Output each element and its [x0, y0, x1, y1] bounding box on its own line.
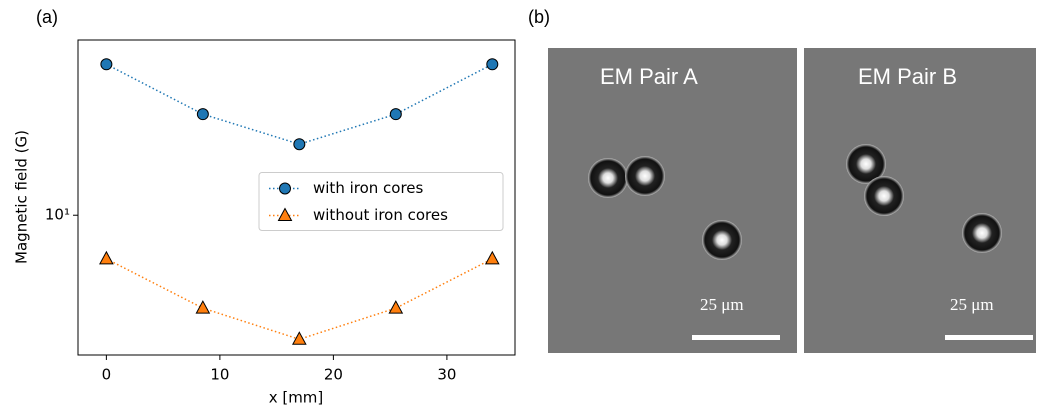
- x-tick-label: 0: [102, 366, 112, 384]
- marker: [486, 58, 499, 71]
- panel-label: (a): [36, 7, 58, 27]
- scale-bar: [692, 335, 780, 340]
- marker: [484, 250, 500, 265]
- image-title: EM Pair B: [858, 64, 957, 89]
- micrograph: EM Pair B 25 μm: [804, 48, 1036, 353]
- bead: [702, 220, 742, 260]
- x-tick-label: 20: [324, 366, 343, 384]
- image-background: [548, 48, 797, 353]
- marker: [291, 331, 307, 345]
- marker: [100, 58, 113, 71]
- marker: [279, 182, 291, 195]
- scale-label: 25 μm: [700, 295, 744, 314]
- image-title: EM Pair A: [600, 64, 698, 89]
- bead: [962, 213, 1002, 253]
- image-background: [804, 48, 1036, 353]
- marker: [389, 108, 402, 121]
- marker: [99, 250, 114, 265]
- plot-frame: [77, 39, 516, 356]
- bead: [625, 156, 665, 196]
- y-axis-label: Magnetic field (G): [13, 130, 31, 264]
- x-tick-label: 30: [437, 366, 456, 384]
- x-axis-label: x [mm]: [269, 389, 324, 407]
- series-line: [106, 258, 493, 341]
- marker: [388, 300, 404, 314]
- marker: [277, 207, 293, 221]
- micrograph: EM Pair A 25 μm: [548, 48, 797, 353]
- marker: [293, 138, 306, 151]
- legend-label: without iron cores: [313, 206, 448, 224]
- x-tick-label: 10: [210, 366, 229, 384]
- marker: [195, 300, 211, 314]
- marker: [196, 108, 209, 121]
- bead: [864, 176, 904, 216]
- series-line: [106, 63, 493, 145]
- scale-bar: [945, 335, 1033, 340]
- legend-label: with iron cores: [313, 179, 424, 197]
- legend-box: [258, 172, 504, 231]
- scale-label: 25 μm: [950, 295, 994, 314]
- bead: [846, 144, 886, 184]
- y-tick-label: 10¹: [45, 206, 70, 224]
- panel-label: (b): [528, 7, 550, 27]
- bead: [588, 158, 628, 198]
